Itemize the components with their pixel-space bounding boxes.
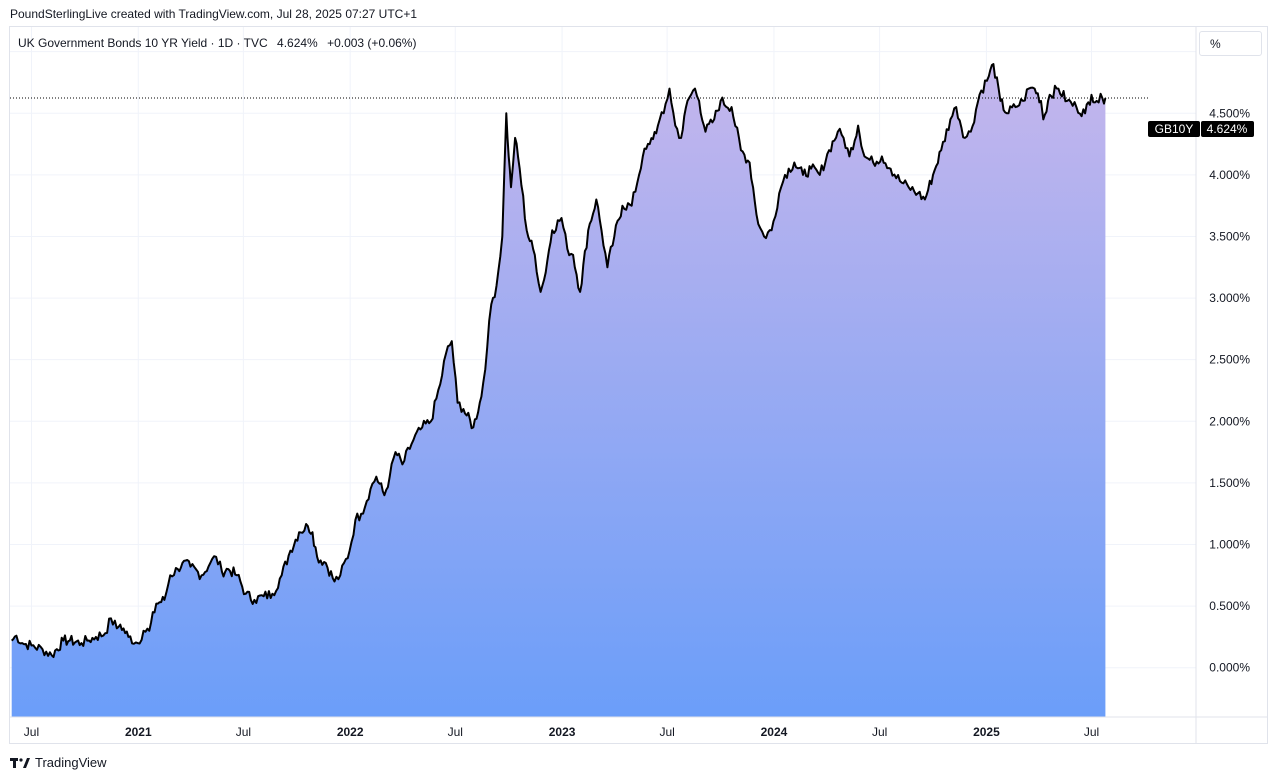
chart-credit: PoundSterlingLive created with TradingVi… xyxy=(10,7,418,21)
x-tick-label: Jul xyxy=(448,725,463,739)
unit-selector[interactable]: % xyxy=(1199,31,1262,56)
y-tick-label: 4.000% xyxy=(1209,168,1250,182)
y-tick-label: 1.000% xyxy=(1209,538,1250,552)
y-tick-label: 1.500% xyxy=(1209,476,1250,490)
x-tick-label: Jul xyxy=(659,725,674,739)
x-tick-label: Jul xyxy=(24,725,39,739)
last-price-tag: GB10Y 4.624% xyxy=(1148,121,1254,137)
y-tick-label: 0.500% xyxy=(1209,599,1250,613)
tradingview-brand: TradingView xyxy=(35,755,107,770)
x-tick-label: Jul xyxy=(236,725,251,739)
x-tick-label: Jul xyxy=(872,725,887,739)
y-tick-label: 0.000% xyxy=(1209,661,1250,675)
tradingview-logo-icon xyxy=(10,757,30,768)
x-tick-label: Jul xyxy=(1084,725,1099,739)
y-tick-label: 3.000% xyxy=(1209,291,1250,305)
price-tag-value: 4.624% xyxy=(1207,122,1248,136)
x-tick-label: 2025 xyxy=(973,725,1000,739)
x-tick-label: 2023 xyxy=(549,725,576,739)
last-value: 4.624% xyxy=(277,36,318,50)
x-tick-label: 2021 xyxy=(125,725,152,739)
symbol-title: UK Government Bonds 10 YR Yield · 1D · T… xyxy=(18,36,268,50)
x-tick-label: 2024 xyxy=(761,725,788,739)
yield-line xyxy=(11,63,1107,659)
x-tick-label: 2022 xyxy=(337,725,364,739)
price-tag-ticker: GB10Y xyxy=(1155,122,1194,136)
y-tick-label: 4.500% xyxy=(1209,106,1250,120)
y-tick-label: 2.500% xyxy=(1209,353,1250,367)
chart-frame xyxy=(9,26,1268,744)
change-value: +0.003 (+0.06%) xyxy=(327,36,417,50)
tradingview-logo[interactable]: TradingView xyxy=(10,755,107,770)
yield-area-fill xyxy=(11,64,1106,717)
time-axis[interactable]: Jul 2021 Jul 2022 Jul 2023 Jul 2024 Jul 2025 Jul xyxy=(24,725,1099,739)
y-tick-label: 2.000% xyxy=(1209,414,1250,428)
y-tick-label: 3.500% xyxy=(1209,229,1250,243)
price-axis[interactable]: 5.000%4.500%4.000%3.500%3.000%2.500%2.00… xyxy=(1209,45,1250,675)
symbol-legend[interactable]: UK Government Bonds 10 YR Yield · 1D · T… xyxy=(18,36,416,50)
